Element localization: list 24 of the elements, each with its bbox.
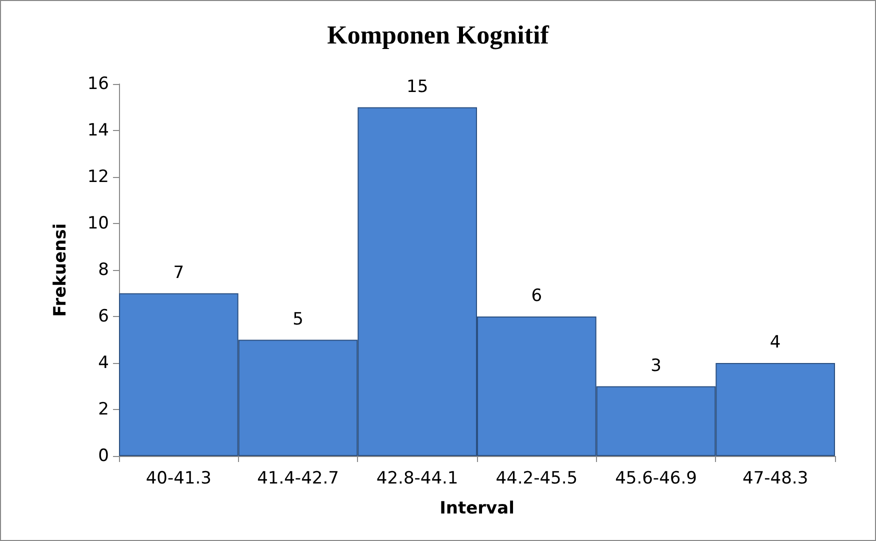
x-tick-label: 40-41.3 [146,468,212,488]
y-tick-label: 2 [98,400,109,420]
y-tick-label: 10 [87,214,109,234]
y-tick-label: 6 [98,306,109,326]
data-label: 3 [650,356,662,376]
x-axis-title: Interval [440,498,514,518]
x-tick-label: 42.8-44.1 [376,468,458,488]
y-tick-label: 0 [98,446,109,466]
data-label: 4 [770,332,781,352]
y-tick-label: 8 [98,260,109,280]
y-axis-title: Frekuensi [50,223,70,317]
chart-title: Komponen Kognitif [327,20,550,50]
data-label: 5 [292,309,304,330]
y-tick-label: 12 [87,167,109,187]
y-tick-label: 14 [87,120,109,140]
x-tick-label: 44.2-45.5 [496,468,578,488]
data-label: 6 [531,286,542,306]
x-tick-label: 47-48.3 [742,468,808,488]
y-tick-label: 16 [87,74,109,94]
data-label: 7 [173,262,184,283]
data-label: 15 [406,76,428,97]
y-tick-label: 4 [98,353,109,373]
x-tick-label: 41.4-42.7 [257,468,339,488]
x-tick-label: 45.6-46.9 [615,468,697,488]
